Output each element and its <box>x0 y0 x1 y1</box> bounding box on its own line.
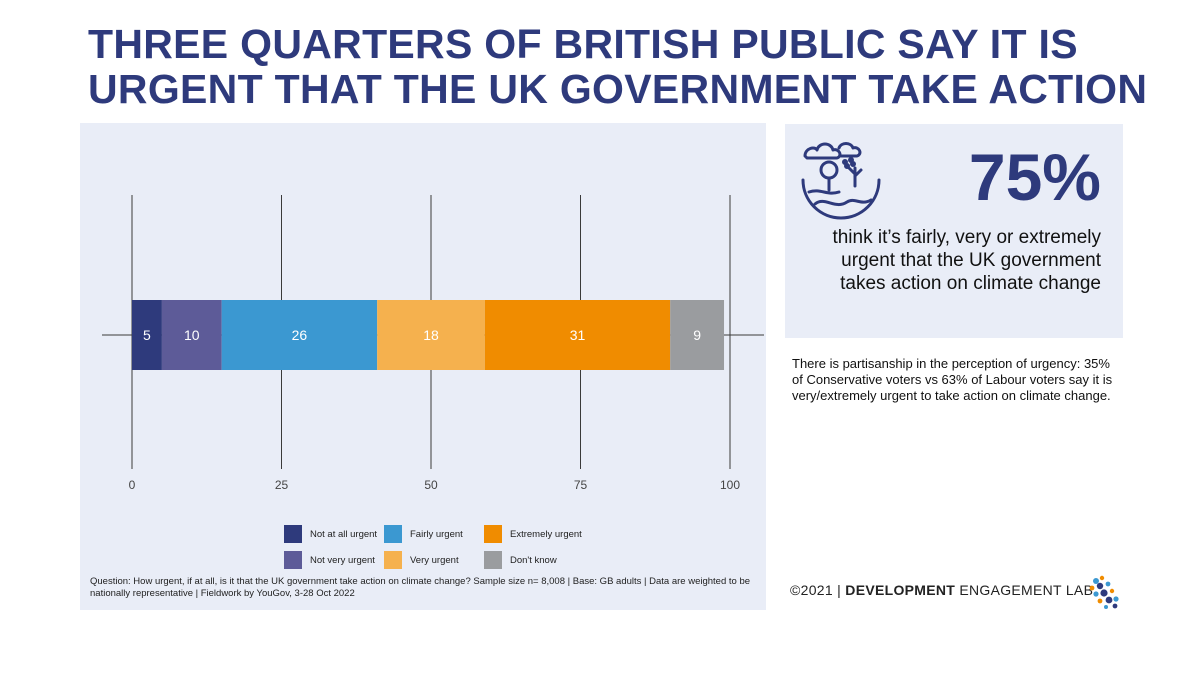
legend-label: Fairly urgent <box>410 528 463 540</box>
legend-label: Not at all urgent <box>310 528 378 540</box>
legend-item: Fairly urgent <box>384 525 484 543</box>
stat-callout: 75% think it’s fairly, very or extremely… <box>785 124 1123 338</box>
bar-data-label: 18 <box>423 327 439 343</box>
bar-segment <box>670 300 725 370</box>
legend-label: Very urgent <box>410 554 459 566</box>
copyright: ©2021 | DEVELOPMENT ENGAGEMENT LAB <box>790 582 1093 598</box>
legend-swatch <box>384 525 402 543</box>
del-logo-icon <box>1089 575 1119 609</box>
legend-swatch <box>484 525 502 543</box>
partisanship-note: There is partisanship in the perception … <box>792 356 1113 403</box>
x-tick-label: 100 <box>720 478 740 492</box>
legend-item: Very urgent <box>384 551 484 569</box>
bar-segment <box>377 300 485 370</box>
chart-footnote: Question: How urgent, if at all, is it t… <box>90 576 751 599</box>
page-title: THREE QUARTERS OF BRITISH PUBLIC SAY IT … <box>88 21 1148 112</box>
stacked-bar-chart: 5 10 26 18 31 9 0 25 50 75 100 <box>102 195 764 492</box>
copyright-suffix: ENGAGEMENT LAB <box>955 582 1094 598</box>
legend-item: Extremely urgent <box>484 525 594 543</box>
chart-panel: 5 10 26 18 31 9 0 25 50 75 100 Not at all urgent … <box>80 123 766 610</box>
climate-globe-icon <box>801 142 881 220</box>
stat-number: 75% <box>968 140 1101 214</box>
x-tick-label: 75 <box>574 478 588 492</box>
stat-description: think it’s fairly, very or extremely urg… <box>832 227 1101 294</box>
bar-data-label: 26 <box>292 327 308 343</box>
legend-item: Not at all urgent <box>284 525 384 543</box>
x-tick-label: 50 <box>424 478 438 492</box>
copyright-prefix: ©2021 | <box>790 582 846 598</box>
legend-swatch <box>284 525 302 543</box>
chart-legend: Not at all urgent Fairly urgent Extremel… <box>284 525 624 569</box>
legend-swatch <box>284 551 302 569</box>
legend-label: Extremely urgent <box>510 528 582 540</box>
x-tick-label: 25 <box>275 478 289 492</box>
bar-data-label: 9 <box>693 327 701 343</box>
legend-item: Not very urgent <box>284 551 384 569</box>
legend-swatch <box>484 551 502 569</box>
bar-data-label: 31 <box>570 327 586 343</box>
legend-swatch <box>384 551 402 569</box>
bar-segment <box>161 300 222 370</box>
legend-item: Don't know <box>484 551 594 569</box>
bar-segment <box>132 300 162 370</box>
x-tick-label: 0 <box>129 478 136 492</box>
bar-data-label: 10 <box>184 327 200 343</box>
bar-segment <box>221 300 378 370</box>
legend-label: Don't know <box>510 554 557 566</box>
bar-segment <box>484 300 671 370</box>
copyright-brand: DEVELOPMENT <box>845 582 956 598</box>
legend-label: Not very urgent <box>310 554 375 566</box>
bar-data-label: 5 <box>143 327 151 343</box>
